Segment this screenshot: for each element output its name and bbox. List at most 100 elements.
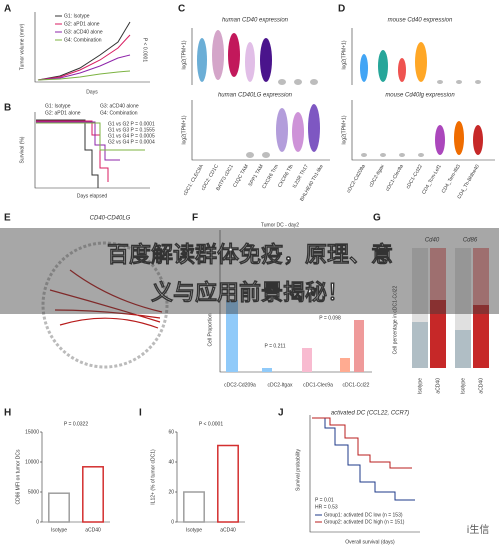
title: CD40-CD40LG bbox=[90, 216, 131, 222]
category: cDC1-Clec9a bbox=[303, 382, 333, 388]
axes bbox=[309, 415, 420, 533]
p-value: P < 0.0001 bbox=[199, 421, 223, 427]
x-label: Days bbox=[86, 89, 98, 95]
violins bbox=[360, 42, 483, 157]
bar bbox=[82, 466, 104, 523]
legend-label: G4: Combination bbox=[100, 110, 138, 116]
y-label: CD86 MFI on tumor DCs bbox=[15, 449, 21, 505]
y-tick-label: 60 bbox=[168, 429, 174, 435]
watermark: i生信 bbox=[467, 523, 490, 536]
panel-f: F Tumor DC - day2 Cell Proportion P = 0.… bbox=[192, 213, 372, 388]
category: cDC2-Itgax bbox=[267, 382, 293, 388]
y-label: Survival probability bbox=[295, 449, 301, 491]
title: Cd40 bbox=[425, 238, 440, 244]
network-links bbox=[49, 269, 163, 329]
title: Tumor DC - day2 bbox=[261, 222, 299, 228]
y-tick-label: 20 bbox=[168, 489, 174, 495]
km-curve bbox=[312, 417, 415, 501]
hr: HR = 0.53 bbox=[315, 504, 338, 510]
bar bbox=[48, 492, 70, 523]
violins bbox=[197, 30, 320, 158]
curve bbox=[36, 122, 145, 151]
category: Isotype bbox=[417, 378, 423, 394]
panel-label: J bbox=[278, 408, 284, 419]
bar-segment bbox=[473, 305, 489, 368]
x-label: Days elapsed bbox=[77, 193, 108, 199]
title: human CD40 expression bbox=[222, 18, 289, 24]
panel-a: A Tumor volume (mm³) Days G1: Isotype G2… bbox=[4, 4, 150, 95]
bar-segment bbox=[412, 322, 428, 368]
panel-label: I bbox=[139, 408, 142, 419]
panel-label: D bbox=[338, 4, 345, 15]
legend-label: G2: aPD1 alone bbox=[64, 21, 100, 27]
panel-label: C bbox=[178, 4, 185, 15]
title: mouse Cd40 expression bbox=[388, 18, 453, 24]
y-label: log2(TPM+1) bbox=[341, 115, 347, 144]
banner-band bbox=[0, 228, 499, 314]
axes bbox=[34, 12, 150, 83]
axes bbox=[219, 230, 372, 373]
y-label: Tumor volume (mm³) bbox=[19, 23, 25, 70]
panel-b: B Survival (%) Days elapsed G1: Isotype … bbox=[4, 103, 155, 200]
curve bbox=[36, 119, 99, 188]
panel-label: B bbox=[4, 103, 11, 114]
bar bbox=[340, 358, 350, 372]
x-tick-label: aCD40 bbox=[220, 527, 236, 533]
bar bbox=[262, 368, 272, 372]
y-label: Cell percentage in cDC1-Ccl22 bbox=[392, 285, 398, 354]
y-tick-label: 0 bbox=[36, 519, 39, 525]
panel-j: J activated DC (CCL22, CCR7) Survival pr… bbox=[278, 408, 420, 545]
panel-h: H P = 0.0322 CD86 MFI on tumor DCs 0 5000 100… bbox=[4, 408, 110, 533]
legend-label: Group1: activated DC low (n = 153) bbox=[324, 512, 403, 518]
bar-segment bbox=[455, 330, 471, 368]
y-label: log2(TPM+1) bbox=[181, 40, 187, 69]
y-label: Survival (%) bbox=[19, 136, 25, 163]
y-label: Cell Proportion bbox=[207, 313, 213, 346]
network-ring bbox=[41, 241, 169, 369]
legend-label: G2: aPD1 alone bbox=[45, 110, 81, 116]
panel-label: H bbox=[4, 408, 11, 419]
axes bbox=[191, 28, 330, 161]
y-label: log2(TPM+1) bbox=[341, 40, 347, 69]
y-tick-label: 0 bbox=[171, 519, 174, 525]
bar-segment bbox=[430, 300, 446, 368]
panel-g: G Cd40 Cd86 Cell percentage in cDC1-Ccl2… bbox=[373, 213, 489, 394]
bar bbox=[217, 444, 239, 523]
axes bbox=[351, 28, 495, 161]
y-tick-label: 15000 bbox=[25, 429, 39, 435]
panel-label: F bbox=[192, 213, 198, 224]
stat: G2 vs G4 P = 0.0004 bbox=[108, 139, 155, 145]
p-value: P = 0.0322 bbox=[64, 421, 88, 427]
legend-label: Group2: activated DC high (n = 151) bbox=[324, 519, 405, 525]
y-tick-label: 5000 bbox=[28, 489, 39, 495]
legend-label: G4: Combination bbox=[64, 37, 102, 43]
title: human CD40LG expression bbox=[218, 93, 293, 99]
axes bbox=[34, 112, 150, 189]
panel-label: A bbox=[4, 4, 11, 15]
panel-label: G bbox=[373, 213, 381, 224]
curve bbox=[37, 70, 131, 81]
curve bbox=[37, 34, 131, 81]
category: cDC1-Ccl22 bbox=[343, 382, 370, 388]
p-value: P = 0.098 bbox=[319, 315, 341, 321]
panel-e: E CD40-CD40LG bbox=[4, 213, 169, 369]
bar bbox=[354, 320, 364, 372]
stat: G1 vs G3 P = 0.1555 bbox=[108, 127, 155, 133]
panel-label: E bbox=[4, 213, 11, 224]
banner-title: 义与应用前景揭秘！ bbox=[151, 280, 349, 306]
category: cDC2-Cd209a bbox=[224, 382, 256, 388]
title: activated DC (CCL22, CCR7) bbox=[331, 411, 409, 417]
legend-label: G1: Isotype bbox=[64, 13, 90, 19]
legend-label: G1: Isotype bbox=[45, 103, 71, 109]
banner-title: 百度解读群体免疫，原理、意 bbox=[107, 242, 393, 268]
panel-i: I P < 0.0001 IL12+ (% of tumor cDC1) 0 20 40 6… bbox=[139, 408, 245, 533]
km-curve bbox=[312, 417, 412, 469]
category: Isotype bbox=[460, 378, 466, 394]
y-tick-label: 10000 bbox=[25, 459, 39, 465]
legend-label: G3: aCD40 alone bbox=[100, 103, 139, 109]
legend-label: G3: aCD40 alone bbox=[64, 29, 103, 35]
y-label: IL12+ (% of tumor cDC1) bbox=[150, 449, 156, 505]
category: aCD40 bbox=[435, 378, 441, 394]
p-value: P = 0.01 bbox=[315, 497, 334, 503]
